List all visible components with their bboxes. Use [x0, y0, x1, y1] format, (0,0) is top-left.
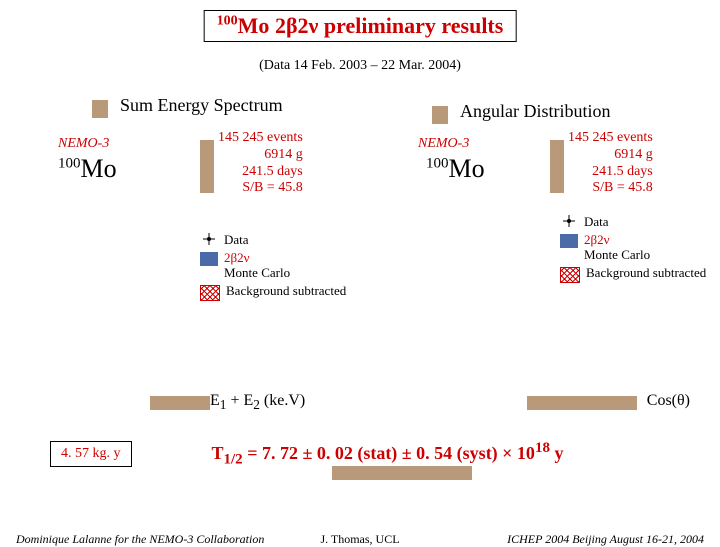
data-marker-icon [560, 214, 578, 228]
subtitle-date-range: (Data 14 Feb. 2003 – 22 Mar. 2004) [259, 58, 461, 74]
title-isotope: Mo [238, 13, 270, 38]
left-isotope-label: 100Mo [58, 154, 117, 184]
right-panel-heading: Angular Distribution [450, 98, 621, 125]
result-line: 4. 57 kg. y T1/2 = 7. 72 ± 0. 02 (stat) … [0, 440, 720, 469]
half-life-result: T1/2 = 7. 72 ± 0. 02 (stat) ± 0. 54 (sys… [212, 440, 564, 469]
mc-swatch-icon [200, 252, 218, 266]
right-nemo3-label: NEMO-3 [418, 136, 469, 152]
bg-swatch-icon [560, 267, 580, 283]
left-legend: Data 2β2ν Monte Carlo Background subtrac… [200, 232, 346, 303]
right-axis-label: Cos(θ) [647, 392, 690, 410]
right-stats-box: 145 245 events 6914 g 241.5 days S/B = 4… [568, 130, 653, 197]
right-isotope-label: 100Mo [426, 154, 485, 184]
right-legend: Data 2β2ν Monte Carlo Background subtrac… [560, 214, 706, 285]
data-marker-icon [200, 232, 218, 246]
title-isotope-mass: 100 [217, 14, 238, 29]
bg-swatch-icon [200, 285, 220, 301]
exposure-box: 4. 57 kg. y [50, 441, 132, 467]
left-stats-box: 145 245 events 6914 g 241.5 days S/B = 4… [218, 130, 303, 197]
title-box: 100Mo 2β2ν preliminary results [204, 10, 517, 42]
left-panel-heading-text: Sum Energy Spectrum [110, 92, 293, 119]
left-panel-heading: Sum Energy Spectrum [110, 92, 293, 119]
right-panel-heading-text: Angular Distribution [450, 98, 621, 125]
title-suffix: preliminary results [324, 13, 503, 38]
title-decay: 2β2ν [275, 13, 318, 38]
left-axis-label: E1 + E2 (ke.V) [210, 392, 305, 413]
mc-swatch-icon [560, 234, 578, 248]
left-nemo3-label: NEMO-3 [58, 136, 109, 152]
